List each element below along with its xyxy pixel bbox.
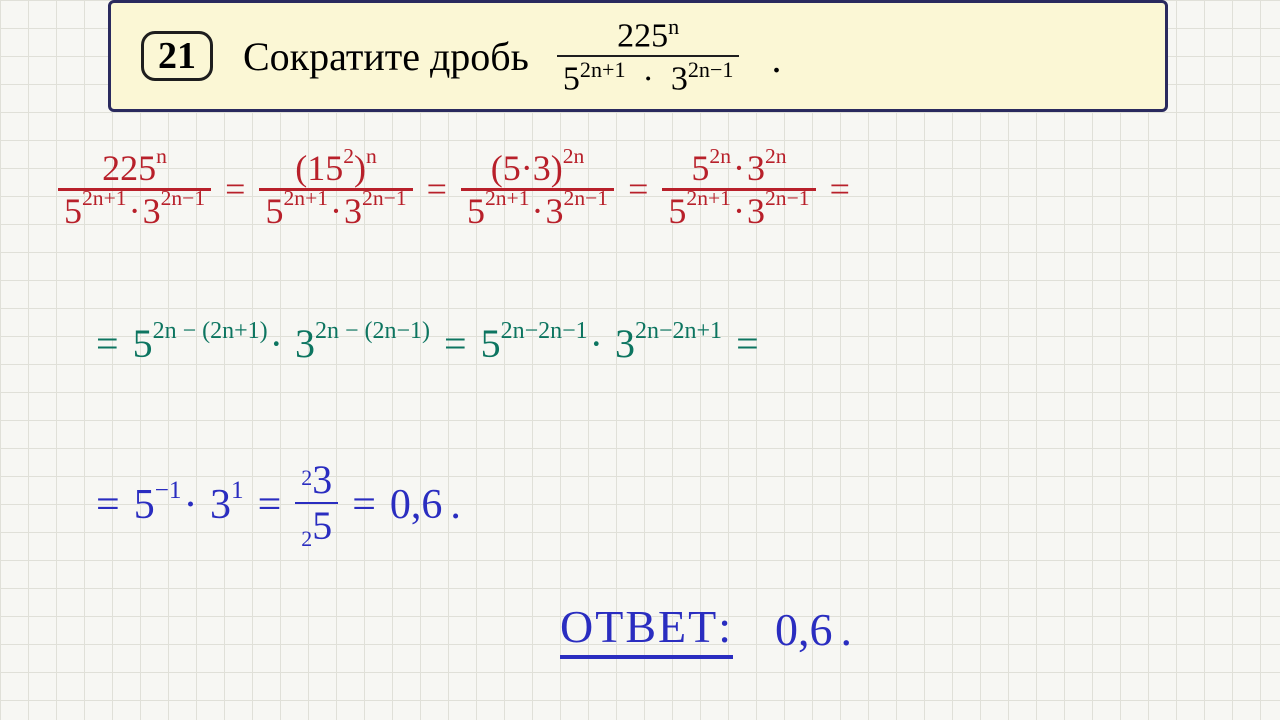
step-2-teal: = 52n − (2n+1)· 32n − (2n−1) = 52n−2n−1·… bbox=[96, 320, 759, 367]
answer-label: ОТВЕТ: bbox=[560, 600, 733, 659]
d2c: 3 bbox=[546, 191, 564, 231]
term1: 225n 52n+1·32n−1 bbox=[58, 150, 211, 229]
n4b1: 5 bbox=[691, 148, 709, 188]
d1: 5 bbox=[64, 191, 82, 231]
scale-bot: 2 bbox=[301, 526, 312, 551]
d1d: 5 bbox=[668, 191, 686, 231]
e4: 2n−2n+1 bbox=[635, 318, 722, 344]
period: . bbox=[450, 481, 461, 529]
num-exp: n bbox=[668, 14, 679, 39]
problem-fraction-den: 52n+1 · 32n−1 bbox=[557, 57, 740, 96]
d1be: 2n+1 bbox=[283, 186, 328, 210]
answer-value: 0,6 bbox=[775, 603, 833, 656]
worksheet: 21 Сократите дробь 225n 52n+1 · 32n−1 . … bbox=[0, 0, 1280, 720]
b4: 3 bbox=[615, 321, 635, 366]
d2b: 3 bbox=[344, 191, 362, 231]
den-e1: 2n+1 bbox=[580, 57, 626, 82]
equals: = bbox=[225, 168, 245, 210]
n2o: n bbox=[366, 144, 377, 168]
e1: −1 bbox=[155, 477, 182, 504]
den-b2: 3 bbox=[671, 60, 688, 97]
e3: 2n−2n−1 bbox=[501, 318, 588, 344]
p1: 52n − (2n+1)· 32n − (2n−1) bbox=[133, 320, 430, 367]
den-b1: 5 bbox=[563, 60, 580, 97]
n2i: 2 bbox=[343, 144, 354, 168]
fd: 5 bbox=[312, 503, 332, 548]
d1de: 2n+1 bbox=[686, 186, 731, 210]
term2: (152)n 52n+1·32n−1 bbox=[259, 150, 412, 229]
equals-trail: = bbox=[736, 320, 759, 367]
problem-fraction: 225n 52n+1 · 32n−1 bbox=[557, 16, 740, 97]
problem-prompt: Сократите дробь bbox=[243, 33, 529, 80]
d1ce: 2n+1 bbox=[485, 186, 530, 210]
decimal-result: 0,6 bbox=[390, 481, 443, 529]
equals-lead: = bbox=[96, 481, 120, 529]
step-1-red: 225n 52n+1·32n−1 = (152)n 52n+1·32n−1 = … bbox=[58, 150, 850, 229]
n1: 225 bbox=[102, 148, 156, 188]
frac-3-5: 23 25 bbox=[295, 460, 338, 550]
d2: 3 bbox=[143, 191, 161, 231]
n2: 15 bbox=[307, 148, 343, 188]
e2: 1 bbox=[231, 477, 244, 504]
b1: 5 bbox=[133, 321, 153, 366]
p2: 52n−2n−1· 32n−2n+1 bbox=[481, 320, 722, 367]
equals-lead: = bbox=[96, 320, 119, 367]
term3: (5·3)2n 52n+1·32n−1 bbox=[461, 150, 614, 229]
equals: = bbox=[628, 168, 648, 210]
n1e: n bbox=[156, 144, 167, 168]
n3e: 2n bbox=[563, 144, 585, 168]
num-base: 225 bbox=[617, 17, 668, 54]
equals: = bbox=[352, 481, 376, 529]
d2de: 2n−1 bbox=[765, 186, 810, 210]
d2e: 2n−1 bbox=[161, 186, 206, 210]
b3: 5 bbox=[481, 321, 501, 366]
problem-box: 21 Сократите дробь 225n 52n+1 · 32n−1 . bbox=[108, 0, 1168, 112]
term4: 52n·32n 52n+1·32n−1 bbox=[662, 150, 815, 229]
d1c: 5 bbox=[467, 191, 485, 231]
n4e2: 2n bbox=[765, 144, 787, 168]
equals: = bbox=[427, 168, 447, 210]
e2: 2n − (2n−1) bbox=[315, 318, 430, 344]
d2ce: 2n−1 bbox=[564, 186, 609, 210]
problem-text: Сократите дробь 225n 52n+1 · 32n−1 . bbox=[243, 16, 781, 97]
equals: = bbox=[444, 320, 467, 367]
n4b2: 3 bbox=[747, 148, 765, 188]
step-3-blue: = 5−1· 31 = 23 25 = 0,6 . bbox=[96, 460, 461, 550]
den-e2: 2n−1 bbox=[688, 57, 734, 82]
d2d: 3 bbox=[747, 191, 765, 231]
d1e: 2n+1 bbox=[82, 186, 127, 210]
p1: 5−1· 31 bbox=[134, 481, 244, 529]
answer-row: ОТВЕТ: 0,6 . bbox=[560, 600, 852, 659]
fn: 3 bbox=[312, 457, 332, 502]
d1b: 5 bbox=[265, 191, 283, 231]
n3a: 5 bbox=[503, 148, 521, 188]
b2: 3 bbox=[210, 482, 231, 528]
problem-period: . bbox=[771, 35, 781, 82]
n3b: 3 bbox=[533, 148, 551, 188]
d2be: 2n−1 bbox=[362, 186, 407, 210]
equals-trail: = bbox=[830, 168, 850, 210]
scale-top: 2 bbox=[301, 465, 312, 490]
answer-period: . bbox=[840, 603, 852, 656]
problem-number: 21 bbox=[141, 31, 213, 81]
equals: = bbox=[258, 481, 282, 529]
n4e1: 2n bbox=[709, 144, 731, 168]
problem-fraction-num: 225n bbox=[611, 16, 685, 55]
e1: 2n − (2n+1) bbox=[153, 318, 268, 344]
b1: 5 bbox=[134, 482, 155, 528]
b2: 3 bbox=[295, 321, 315, 366]
cdot: · bbox=[634, 60, 662, 97]
